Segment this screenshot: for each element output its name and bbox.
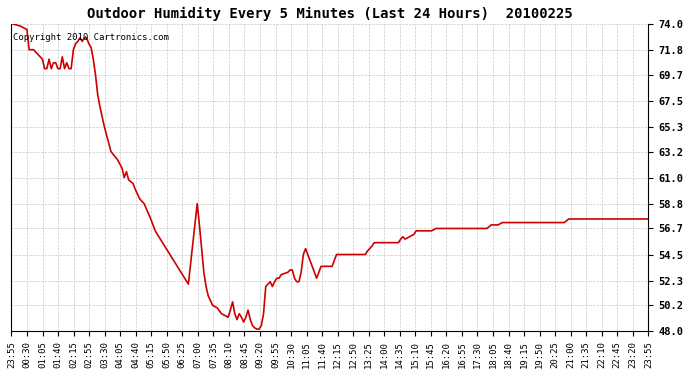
Text: Copyright 2010 Cartronics.com: Copyright 2010 Cartronics.com [12, 33, 168, 42]
Title: Outdoor Humidity Every 5 Minutes (Last 24 Hours)  20100225: Outdoor Humidity Every 5 Minutes (Last 2… [87, 7, 573, 21]
